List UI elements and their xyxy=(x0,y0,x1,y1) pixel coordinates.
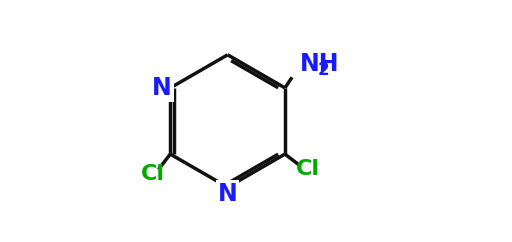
Text: Cl: Cl xyxy=(295,159,319,180)
Text: NH: NH xyxy=(301,52,340,76)
Text: N: N xyxy=(218,182,238,206)
Text: 2: 2 xyxy=(317,61,329,79)
Text: Cl: Cl xyxy=(141,164,164,184)
Text: N: N xyxy=(152,76,172,100)
